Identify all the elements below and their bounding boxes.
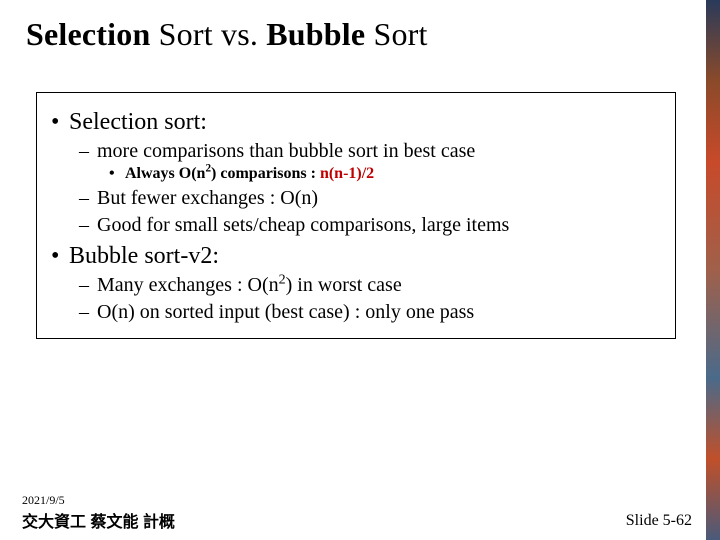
title-bubble: Bubble xyxy=(266,16,365,52)
section1-item2: But fewer exchanges : O(n) xyxy=(47,187,665,210)
content-box: Selection sort: more comparisons than bu… xyxy=(36,92,676,339)
sub1-mid: ) comparisons : xyxy=(211,165,320,182)
title-sort2: Sort xyxy=(365,16,427,52)
section2-item2: O(n) on sorted input (best case) : only … xyxy=(47,301,665,324)
sub1-red: n(n-1)/2 xyxy=(320,165,374,182)
section1-sub1: Always O(n2) comparisons : n(n-1)/2 xyxy=(47,165,665,183)
item1-sup: 2 xyxy=(279,272,286,287)
side-accent-strip xyxy=(706,0,720,540)
title-selection: Selection xyxy=(26,16,150,52)
slide-date: 2021/9/5 xyxy=(22,493,65,508)
sub1-prefix: Always O(n xyxy=(125,165,205,182)
slide-title: Selection Sort vs. Bubble Sort xyxy=(26,16,428,53)
footer-right: Slide 5-62 xyxy=(626,512,692,530)
item1-suffix: ) in worst case xyxy=(286,274,402,296)
footer-left: 交大資工 蔡文能 計概 xyxy=(22,508,175,532)
section2-heading: Bubble sort-v2: xyxy=(47,243,665,270)
section2-item1: Many exchanges : O(n2) in worst case xyxy=(47,274,665,297)
section1-item1: more comparisons than bubble sort in bes… xyxy=(47,140,665,163)
section1-item3: Good for small sets/cheap comparisons, l… xyxy=(47,214,665,237)
section1-heading: Selection sort: xyxy=(47,109,665,136)
item1-prefix: Many exchanges : O(n xyxy=(97,274,279,296)
title-sort1: Sort vs. xyxy=(150,16,266,52)
